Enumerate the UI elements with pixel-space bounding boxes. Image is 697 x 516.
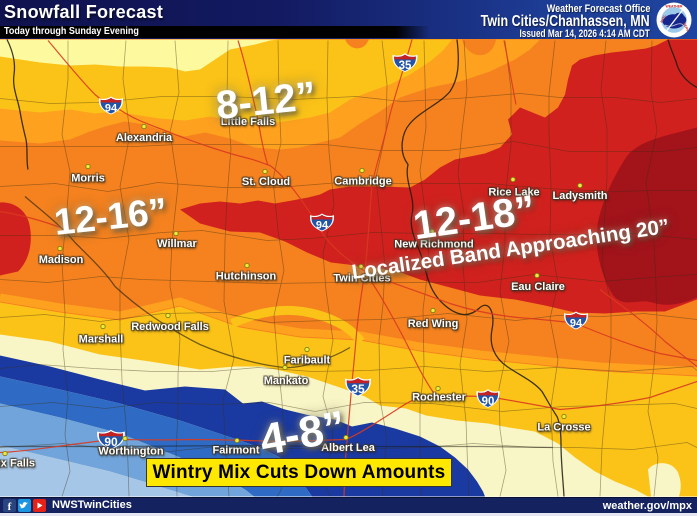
svg-text:SERV: SERV [682,22,690,33]
svg-text:Marshall: Marshall [79,334,124,346]
svg-text:35: 35 [351,382,365,396]
svg-text:Twin Cities: Twin Cities [333,273,390,285]
svg-text:Mankato: Mankato [264,375,309,387]
svg-text:Little Falls: Little Falls [221,116,275,128]
svg-text:Rochester: Rochester [412,392,467,404]
svg-text:90: 90 [104,435,118,449]
svg-text:WEATHER: WEATHER [666,5,683,9]
svg-text:Redwood Falls: Redwood Falls [131,321,209,333]
svg-text:St. Cloud: St. Cloud [242,176,290,188]
svg-text:Willmar: Willmar [157,238,197,250]
svg-text:Rice Lake: Rice Lake [488,187,539,199]
svg-text:94: 94 [570,318,583,330]
svg-text:94: 94 [316,220,329,232]
svg-text:Ladysmith: Ladysmith [552,190,607,202]
svg-text:Eau Claire: Eau Claire [511,281,565,293]
svg-text:Worthington: Worthington [98,446,163,458]
svg-text:Morris: Morris [71,173,105,185]
svg-text:94: 94 [105,103,118,115]
svg-text:Albert Lea: Albert Lea [321,442,376,454]
svg-text:Red Wing: Red Wing [408,318,459,330]
svg-text:New Richmond: New Richmond [394,239,473,251]
svg-text:La Crosse: La Crosse [537,422,590,434]
svg-text:NATL: NATL [660,14,667,24]
svg-text:Fairmont: Fairmont [212,445,259,457]
svg-text:Alexandria: Alexandria [116,132,173,144]
svg-text:Faribault: Faribault [284,355,331,367]
svg-text:35: 35 [399,60,412,72]
svg-text:Madison: Madison [39,254,84,266]
svg-text:Cambridge: Cambridge [334,176,391,188]
svg-text:f: f [8,501,12,513]
svg-text:Sioux Falls: Sioux Falls [0,458,35,470]
svg-text:Hutchinson: Hutchinson [216,271,277,283]
svg-text:90: 90 [482,396,495,408]
